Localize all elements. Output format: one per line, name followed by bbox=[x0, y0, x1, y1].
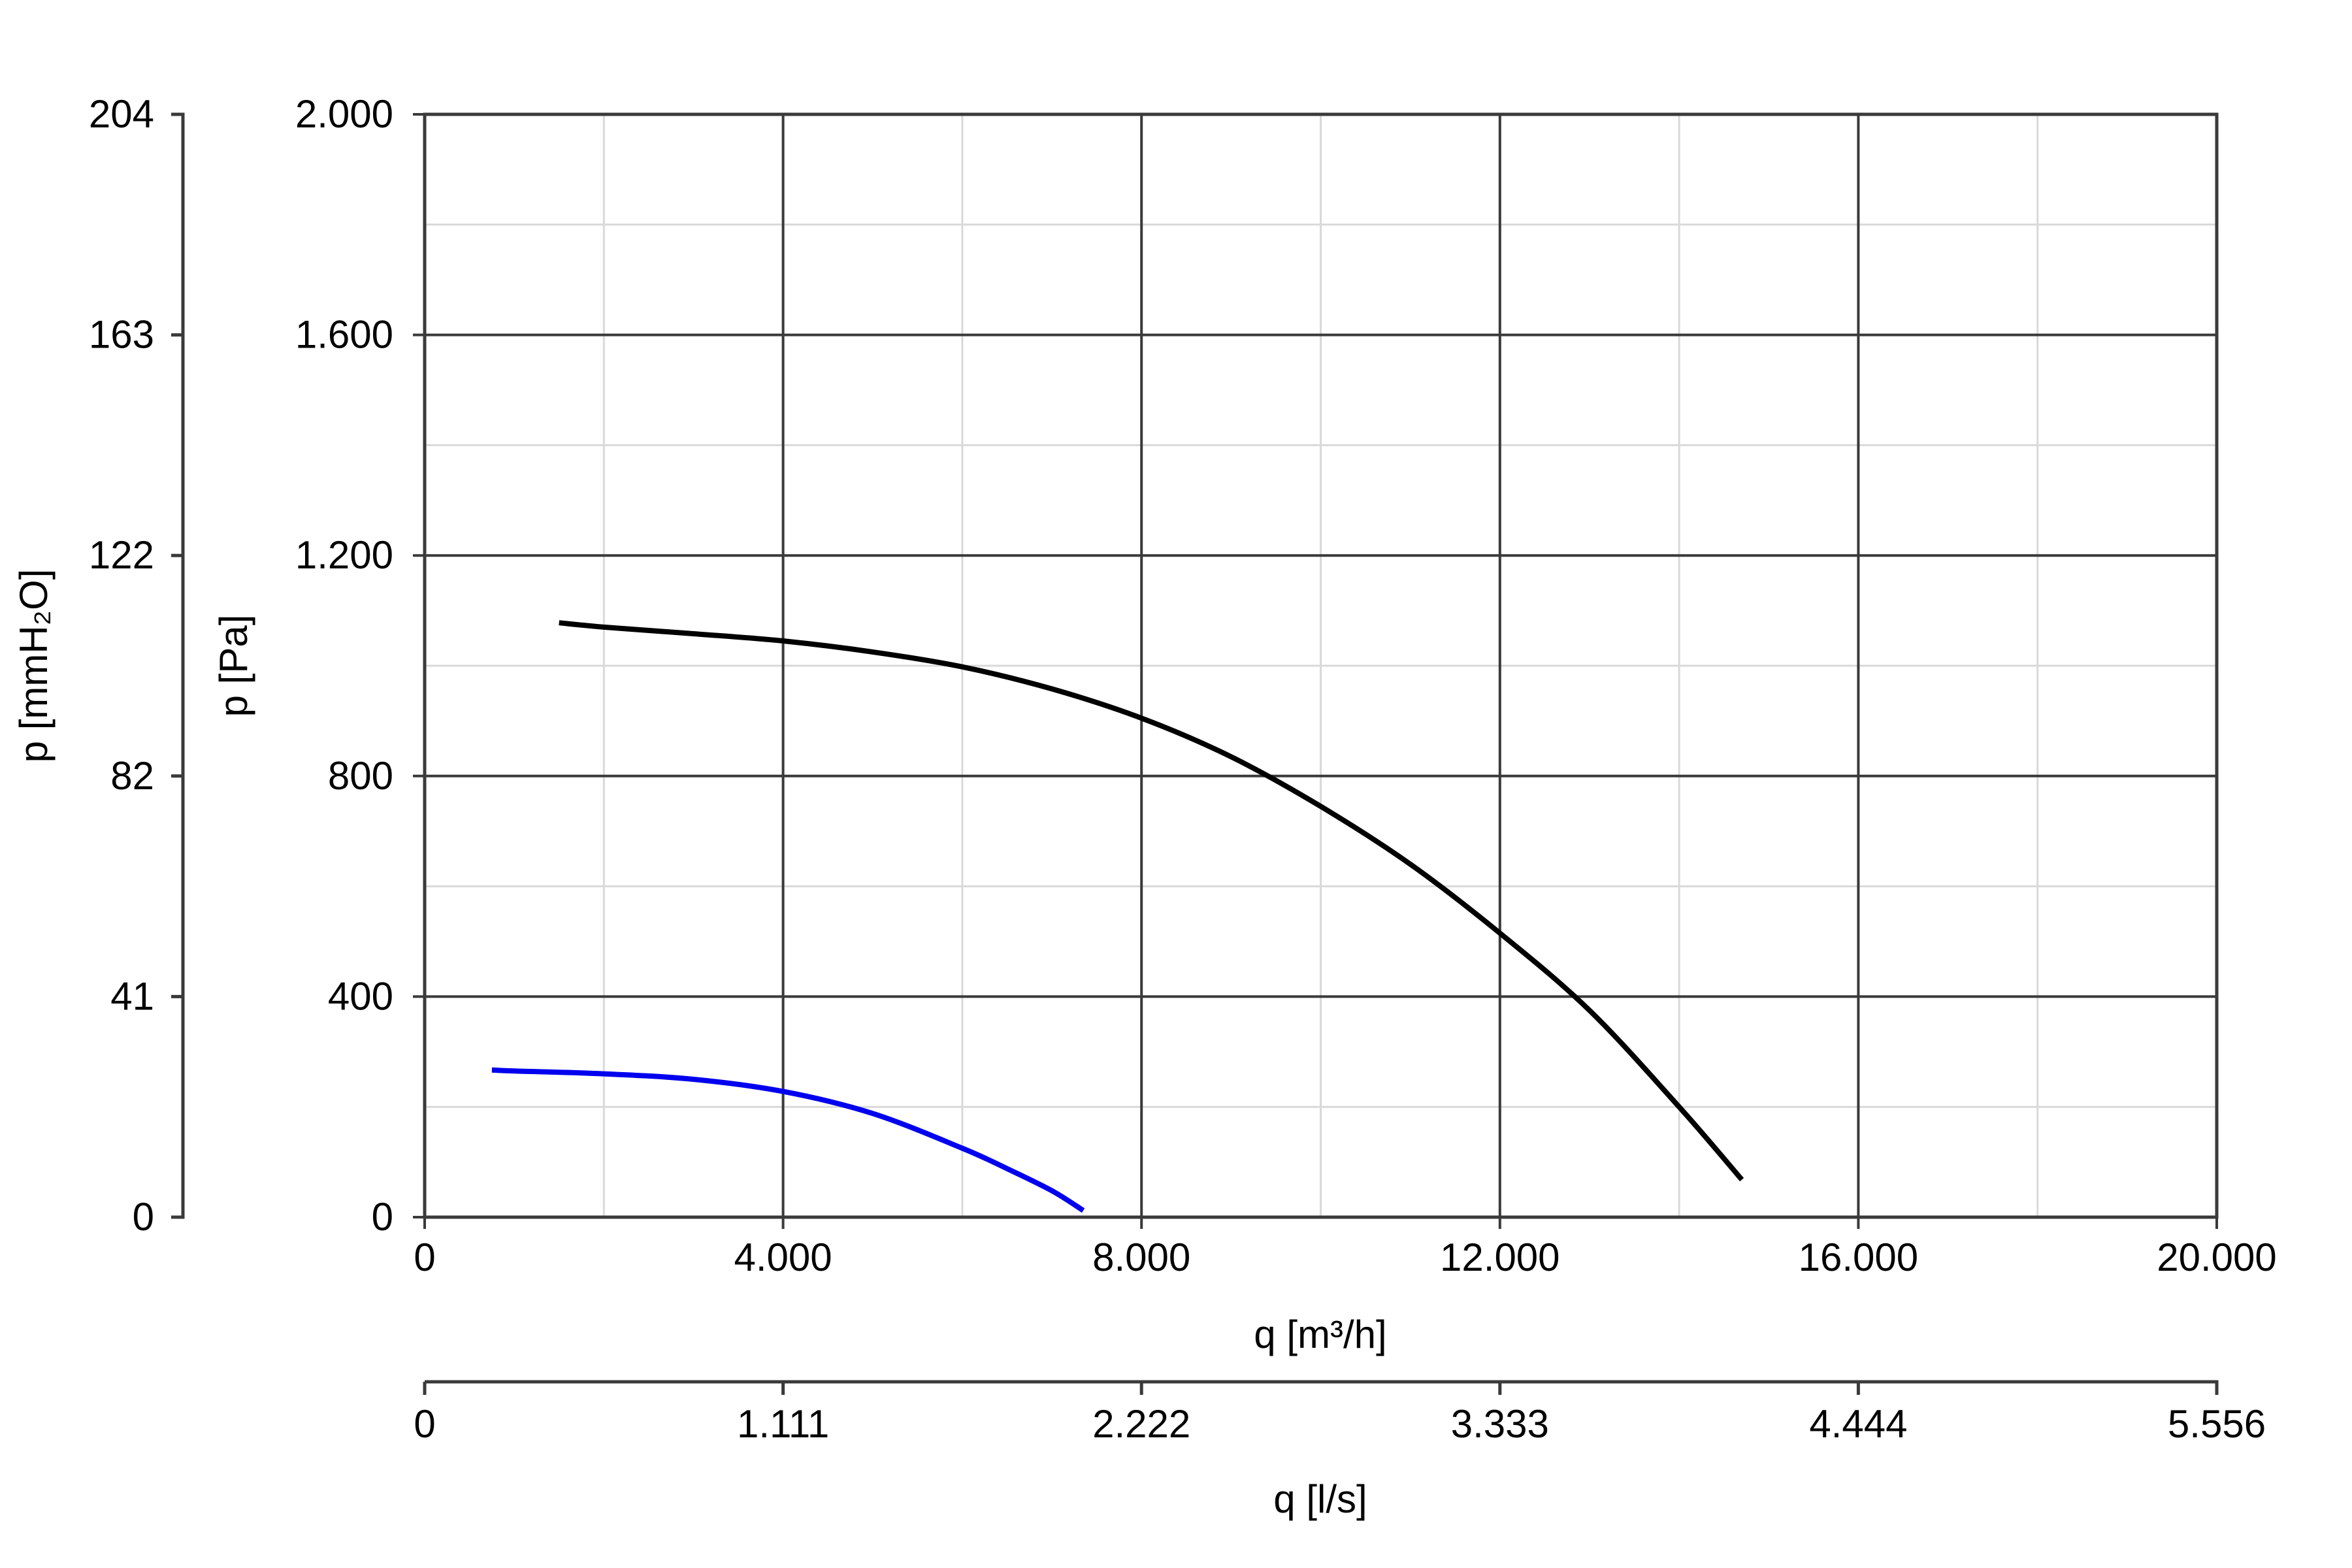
curves bbox=[491, 620, 1744, 1213]
x-axis-label: q [m³/h] bbox=[1254, 1313, 1386, 1356]
y-tick-label: 1.600 bbox=[295, 313, 393, 357]
secondary-y-tick-label: 82 bbox=[110, 754, 154, 798]
x-tick-label: 12.000 bbox=[1440, 1235, 1560, 1279]
secondary-y-axis-label: p [mmH₂O] bbox=[12, 569, 56, 763]
secondary-x-tick-label: 4.444 bbox=[1809, 1402, 1907, 1446]
secondary-x-tick-label: 0 bbox=[414, 1402, 435, 1446]
secondary-x-tick-label: 1.111 bbox=[737, 1402, 829, 1446]
secondary-y-tick-label: 0 bbox=[133, 1195, 154, 1239]
x-tick-label: 0 bbox=[414, 1235, 435, 1279]
x-tick-label: 8.000 bbox=[1092, 1235, 1190, 1279]
secondary-x-tick-label: 2.222 bbox=[1092, 1402, 1190, 1446]
y-tick-label: 800 bbox=[328, 754, 393, 798]
series-line-2 bbox=[491, 1067, 1085, 1213]
secondary-y-tick-label: 204 bbox=[89, 92, 154, 136]
secondary-x-axis: 0 1.111 2.222 3.333 4.444 5.556 q [l/s] bbox=[414, 1380, 2266, 1521]
grid bbox=[413, 113, 2218, 1229]
secondary-x-axis-line bbox=[423, 1380, 2219, 1395]
secondary-y-tick-label: 122 bbox=[89, 533, 154, 577]
y-axis-label: p [Pa] bbox=[212, 615, 255, 717]
x-tick-label: 4.000 bbox=[734, 1235, 832, 1279]
y-tick-label: 0 bbox=[372, 1195, 393, 1239]
secondary-y-axis-line bbox=[171, 112, 185, 1219]
secondary-x-tick-label: 3.333 bbox=[1451, 1402, 1549, 1446]
secondary-y-tick-labels: 0 41 82 122 163 204 bbox=[89, 92, 183, 1239]
y-tick-label: 400 bbox=[328, 974, 393, 1018]
secondary-y-axis: 0 41 82 122 163 204 p [mmH₂O] bbox=[12, 92, 185, 1239]
x-tick-label: 20.000 bbox=[2157, 1235, 2277, 1279]
x-tick-labels: 0 4.000 8.000 12.000 16.000 20.000 bbox=[414, 1235, 2276, 1279]
y-tick-labels: 0 400 800 1.200 1.600 2.000 bbox=[295, 92, 393, 1239]
plot-frame bbox=[423, 112, 2219, 1219]
secondary-y-tick-label: 163 bbox=[89, 313, 154, 357]
series-line-1 bbox=[559, 620, 1744, 1182]
y-tick-label: 2.000 bbox=[295, 92, 393, 136]
secondary-y-tick-label: 41 bbox=[110, 974, 154, 1018]
y-tick-label: 1.200 bbox=[295, 533, 393, 577]
secondary-x-tick-label: 5.556 bbox=[2168, 1402, 2266, 1446]
secondary-x-axis-label: q [l/s] bbox=[1273, 1477, 1367, 1521]
secondary-x-tick-labels: 0 1.111 2.222 3.333 4.444 5.556 bbox=[414, 1382, 2266, 1446]
x-tick-label: 16.000 bbox=[1799, 1235, 1919, 1279]
